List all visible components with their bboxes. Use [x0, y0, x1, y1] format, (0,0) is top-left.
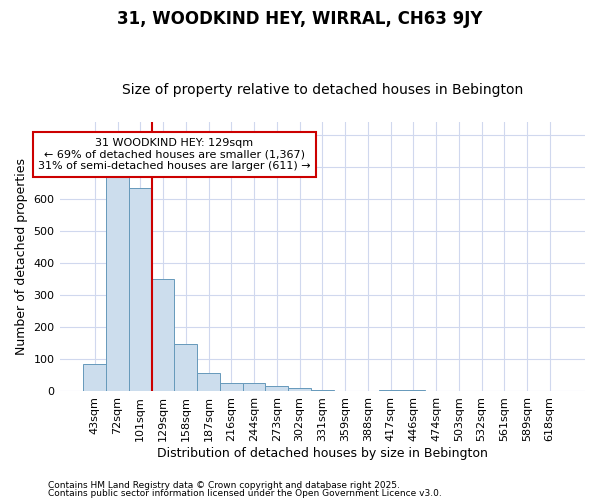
Bar	[83, 364, 106, 392]
Title: Size of property relative to detached houses in Bebington: Size of property relative to detached ho…	[122, 83, 523, 97]
Bar	[106, 176, 129, 392]
Bar	[402, 390, 425, 392]
Text: Contains HM Land Registry data © Crown copyright and database right 2025.: Contains HM Land Registry data © Crown c…	[48, 481, 400, 490]
X-axis label: Distribution of detached houses by size in Bebington: Distribution of detached houses by size …	[157, 447, 488, 460]
Bar	[129, 188, 152, 392]
Bar	[197, 373, 220, 392]
Bar	[175, 344, 197, 392]
Text: 31, WOODKIND HEY, WIRRAL, CH63 9JY: 31, WOODKIND HEY, WIRRAL, CH63 9JY	[117, 10, 483, 28]
Y-axis label: Number of detached properties: Number of detached properties	[15, 158, 28, 355]
Text: Contains public sector information licensed under the Open Government Licence v3: Contains public sector information licen…	[48, 488, 442, 498]
Bar	[379, 390, 402, 392]
Text: 31 WOODKIND HEY: 129sqm
← 69% of detached houses are smaller (1,367)
31% of semi: 31 WOODKIND HEY: 129sqm ← 69% of detache…	[38, 138, 311, 171]
Bar	[311, 390, 334, 392]
Bar	[288, 388, 311, 392]
Bar	[220, 383, 242, 392]
Bar	[152, 279, 175, 392]
Bar	[242, 384, 265, 392]
Bar	[265, 386, 288, 392]
